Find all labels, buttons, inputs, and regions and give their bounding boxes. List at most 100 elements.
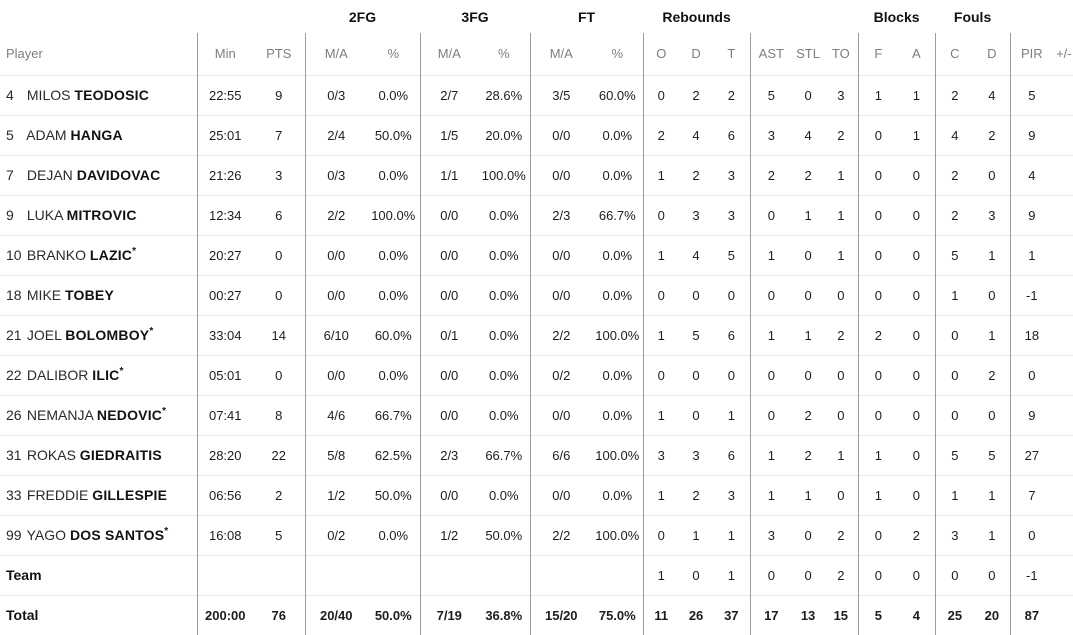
cell-ast: 5 [749, 74, 793, 115]
cell-reb_o: 1 [642, 234, 680, 275]
player-first-name: BRANKO [23, 247, 90, 263]
cell-pts: 22 [253, 434, 305, 475]
cell-reb_d: 5 [679, 314, 714, 355]
cell-fg3_ma: 2/7 [419, 74, 479, 115]
cell-fg2_ma: 0/3 [304, 74, 367, 115]
cell-ast: 3 [749, 514, 793, 555]
col-header-to: TO [831, 46, 850, 62]
cell-reb_t: 6 [713, 314, 751, 355]
col-header-ast: AST [749, 33, 793, 75]
cell-ast: 1 [749, 474, 793, 515]
cell-stl: 0 [792, 554, 825, 595]
jersey-number: 18 [6, 287, 22, 303]
cell-min: 06:56 [196, 474, 253, 515]
player-first-name: JOEL [23, 327, 66, 343]
cell-reb_t: 1 [713, 394, 751, 435]
cell-blk_f: 1 [857, 474, 899, 515]
cell-foul_c: 4 [934, 114, 975, 155]
cell-stl: 0 [792, 74, 825, 115]
cell-to: 15 [824, 594, 859, 635]
group-header-2fg: 2FG [348, 8, 377, 25]
cell-to: 2 [824, 314, 859, 355]
player-name-cell: 18 MIKE TOBEY [0, 274, 197, 315]
cell-fg2_ma: 0/0 [304, 234, 367, 275]
player-row: 21 JOEL BOLOMBOY* 33:04 14 6/10 60.0% 0/1 0.0%… [0, 314, 1073, 355]
cell-reb_t: 0 [713, 274, 751, 315]
starter-mark: * [164, 526, 169, 537]
cell-ft_ma: 0/0 [529, 394, 593, 435]
cell-reb_t: 1 [713, 554, 751, 595]
cell-ast: 0 [749, 194, 793, 235]
cell-fg2_pct: 60.0% [367, 314, 421, 355]
cell-fg2_ma: 2/4 [304, 114, 367, 155]
col-header-blk-a: A [911, 46, 921, 62]
cell-pm [1053, 274, 1073, 315]
cell-foul_c: 0 [934, 314, 975, 355]
cell-to: 0 [824, 394, 859, 435]
cell-pts: 7 [253, 114, 305, 155]
cell-blk_a: 0 [898, 234, 936, 275]
cell-reb_o: 1 [642, 314, 680, 355]
team-row: Team 1 0 1 0 0 2 0 0 0 0 -1 [0, 554, 1073, 595]
cell-ft_pct: 100.0% [592, 314, 644, 355]
cell-reb_o: 1 [642, 554, 680, 595]
player-name-cell: 10 BRANKO LAZIC* [0, 234, 197, 275]
cell-pir: 0 [1009, 514, 1054, 555]
cell-reb_o: 11 [642, 594, 680, 635]
cell-ft_ma: 0/0 [529, 474, 593, 515]
cell-pir: 7 [1009, 474, 1054, 515]
player-first-name: MILOS [23, 87, 75, 103]
cell-reb_o: 1 [642, 394, 680, 435]
jersey-number: 26 [6, 407, 22, 423]
cell-min: 12:34 [196, 194, 253, 235]
cell-min: 200:00 [196, 594, 253, 635]
cell-ft_ma: 0/0 [529, 154, 593, 195]
cell-reb_o: 1 [642, 474, 680, 515]
cell-ast: 0 [749, 554, 793, 595]
cell-pm [1053, 474, 1073, 515]
cell-blk_f: 0 [857, 234, 899, 275]
cell-min [196, 554, 253, 595]
starter-mark: * [132, 246, 137, 257]
cell-stl: 13 [792, 594, 825, 635]
cell-blk_a: 0 [898, 274, 936, 315]
col-header-reb-d: D [691, 46, 701, 62]
cell-foul_d: 0 [974, 554, 1011, 595]
cell-fg3_pct: 0.0% [478, 234, 531, 275]
cell-pir: 9 [1009, 114, 1054, 155]
cell-pir: 5 [1009, 74, 1054, 115]
player-last-name: TEODOSIC [74, 87, 150, 103]
player-row: 5 ADAM HANGA 25:01 7 2/4 50.0% 1/5 20.0% 0/0 0.0… [0, 114, 1073, 155]
cell-blk_f: 0 [857, 154, 899, 195]
starter-mark: * [162, 406, 166, 417]
cell-to: 0 [824, 354, 859, 395]
cell-ft_pct: 100.0% [592, 434, 644, 475]
cell-pm [1053, 194, 1073, 235]
cell-to: 3 [824, 74, 859, 115]
cell-pm [1053, 314, 1073, 355]
cell-foul_c: 2 [934, 194, 975, 235]
cell-pm [1053, 514, 1073, 555]
cell-reb_o: 0 [642, 514, 680, 555]
cell-reb_t: 3 [713, 154, 751, 195]
player-last-name: NEDOVIC [96, 407, 163, 423]
cell-foul_c: 3 [934, 514, 975, 555]
cell-pts: 8 [253, 394, 305, 435]
cell-ft_ma: 0/2 [529, 354, 593, 395]
player-name-cell: 33 FREDDIE GILLESPIE [0, 474, 197, 515]
cell-foul_d: 2 [974, 354, 1011, 395]
cell-pir: -1 [1009, 274, 1054, 315]
cell-pts [253, 554, 305, 595]
cell-stl: 1 [792, 194, 825, 235]
cell-fg3_pct: 0.0% [478, 274, 531, 315]
cell-ft_pct: 0.0% [592, 474, 644, 515]
cell-min: 28:20 [196, 434, 253, 475]
cell-reb_o: 1 [642, 154, 680, 195]
col-header-foul-c: C [934, 33, 975, 75]
cell-pm [1053, 394, 1073, 435]
cell-reb_d: 3 [679, 194, 714, 235]
cell-min: 22:55 [196, 74, 253, 115]
player-row: 18 MIKE TOBEY 00:27 0 0/0 0.0% 0/0 0.0% 0/0 0.0%… [0, 274, 1073, 315]
group-header-ft: FT [577, 8, 596, 25]
cell-fg3_pct: 50.0% [478, 514, 531, 555]
